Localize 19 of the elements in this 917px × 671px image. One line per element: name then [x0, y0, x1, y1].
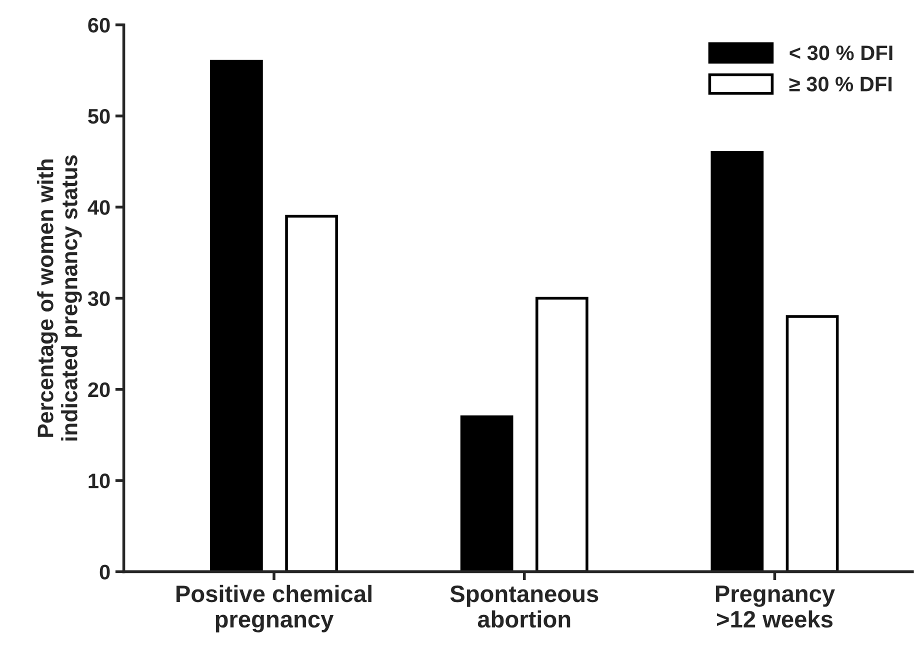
y-tick-label: 30 — [88, 291, 110, 306]
bar — [535, 296, 588, 572]
bar — [710, 151, 764, 572]
y-tick-label: 0 — [100, 564, 110, 580]
y-tick-label: 50 — [88, 108, 110, 124]
legend-label: < 30 % DFI — [790, 45, 892, 60]
x-tick-label: Spontaneous abortion — [450, 586, 598, 628]
bar — [285, 214, 338, 572]
bar — [786, 315, 839, 572]
y-tick-label: 20 — [88, 382, 110, 398]
x-tick-label: Pregnancy >12 weeks — [716, 586, 835, 628]
y-tick-label: 60 — [88, 18, 110, 33]
bar — [210, 60, 263, 572]
legend-label: ≥ 30 % DFI — [789, 76, 892, 92]
bar — [460, 415, 514, 572]
y-tick-label: 10 — [88, 474, 110, 488]
y-tick-label: 40 — [88, 200, 110, 215]
y-axis-title: Percentage of women with indicated pregnancy status — [37, 155, 82, 441]
x-tick-label: Positive chemical pregnancy — [176, 584, 372, 632]
